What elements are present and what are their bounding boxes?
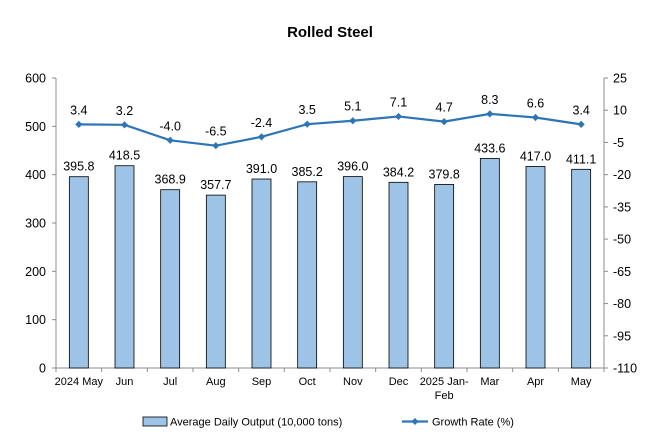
growth-rate-label: -2.4 [251,116,273,130]
output-bar-label: 433.6 [474,141,505,155]
right-axis-tick-label: 10 [613,104,627,118]
left-axis-tick-label: 400 [25,168,46,182]
line-series: 3.4 3.2 -4.0 -6.5 -2.4 3.5 5.1 7.1 4.7 8.3 6.6 3.4 [70,93,590,150]
growth-rate-label: -6.5 [205,125,227,139]
growth-rate-marker [440,118,448,126]
category-label: Feb [435,390,454,402]
left-axis-tick-label: 200 [25,265,46,279]
legend-bar-swatch [142,416,168,427]
category-label: Aug [206,376,226,388]
output-bar [160,189,181,369]
category-label: 2024 May [55,376,104,388]
right-axis-tick-label: -50 [613,233,631,247]
output-bar [205,194,226,369]
growth-rate-label: 8.3 [481,93,498,107]
growth-rate-marker [75,120,83,128]
legend-line-marker [411,418,419,425]
output-bar-label: 385.2 [292,165,323,179]
category-label: Oct [299,376,316,388]
right-axis-tick-label: -20 [613,168,631,182]
output-bar-label: 391.0 [246,162,277,176]
right-axis-tick-label: -110 [613,362,637,376]
growth-rate-label: 6.6 [527,97,544,111]
bar-series: 395.8 418.5 368.9 357.7 391.0 385.2 396.0 384.2… [63,141,596,369]
output-bar-label: 395.8 [63,160,94,174]
growth-rate-label: 5.1 [344,100,361,114]
growth-rate-marker [166,136,174,144]
left-axis-tick-label: 600 [25,72,46,86]
output-bar-label: 384.2 [383,165,414,179]
growth-rate-marker [120,121,129,129]
right-axis-tick-label: -5 [613,136,624,150]
growth-rate-marker [303,120,311,128]
category-label: Apr [527,376,544,388]
output-bar-label: 411.1 [566,152,596,166]
left-axis-tick-label: 500 [25,120,46,134]
right-axis-tick-label: -95 [613,329,631,343]
category-label: Dec [389,376,409,388]
output-bar [68,176,89,369]
output-bar-label: 396.0 [337,160,368,174]
category-label: Sep [252,376,272,388]
growth-rate-marker [349,117,357,125]
growth-rate-marker [486,110,494,118]
legend: Average Daily Output (10,000 tons) Growth… [142,416,514,429]
right-axis-tick-label: -65 [613,265,631,279]
right-axis-tick-label: -35 [613,200,631,214]
growth-rate-label: 3.4 [70,103,87,117]
output-bar [251,178,272,369]
output-bar [479,158,500,369]
growth-rate-marker [212,142,220,150]
legend-bar-label: Average Daily Output (10,000 tons) [170,417,342,429]
output-bar [297,181,318,369]
right-axis-tick-label: 25 [613,72,627,86]
chart-title: Rolled Steel [287,24,373,41]
growth-rate-marker [531,113,540,122]
category-label: May [571,376,592,388]
growth-rate-label: -4.0 [159,119,181,133]
growth-rate-label: 3.4 [572,103,589,117]
output-bar-label: 379.8 [429,167,460,181]
output-bar [434,184,455,369]
right-axis-tick-label: -80 [613,297,631,311]
growth-rate-marker [257,133,266,141]
growth-rate-marker [577,120,585,128]
category-label: Jun [116,376,134,388]
output-bar [525,166,546,369]
output-bar-label: 368.9 [155,173,186,187]
category-label: Jul [163,376,177,388]
left-axis-tick-label: 0 [39,362,46,376]
growth-rate-label: 3.2 [116,104,133,118]
legend-line-label: Growth Rate (%) [432,417,514,429]
category-label: 2025 Jan- [420,376,469,388]
growth-rate-marker [394,112,403,121]
growth-rate-label: 3.5 [298,103,315,117]
left-axis-tick-label: 300 [25,217,46,231]
growth-rate-label: 4.7 [435,101,452,115]
output-bar-label: 357.7 [200,178,231,192]
growth-rate-line [78,112,582,147]
growth-rate-label: 7.1 [390,95,407,109]
output-bar [571,168,592,369]
output-bar [114,165,135,369]
left-axis-tick-label: 100 [25,313,46,327]
output-bar-label: 418.5 [109,149,140,163]
category-label: Mar [480,376,499,388]
output-bar [342,176,363,369]
output-bar-label: 417.0 [520,149,551,163]
output-bar [388,181,409,369]
category-label: Nov [343,376,363,388]
axes: 0 100 200 300 400 500 600 -110 -95 -80 -65 -50 -35 -2… [25,72,637,403]
